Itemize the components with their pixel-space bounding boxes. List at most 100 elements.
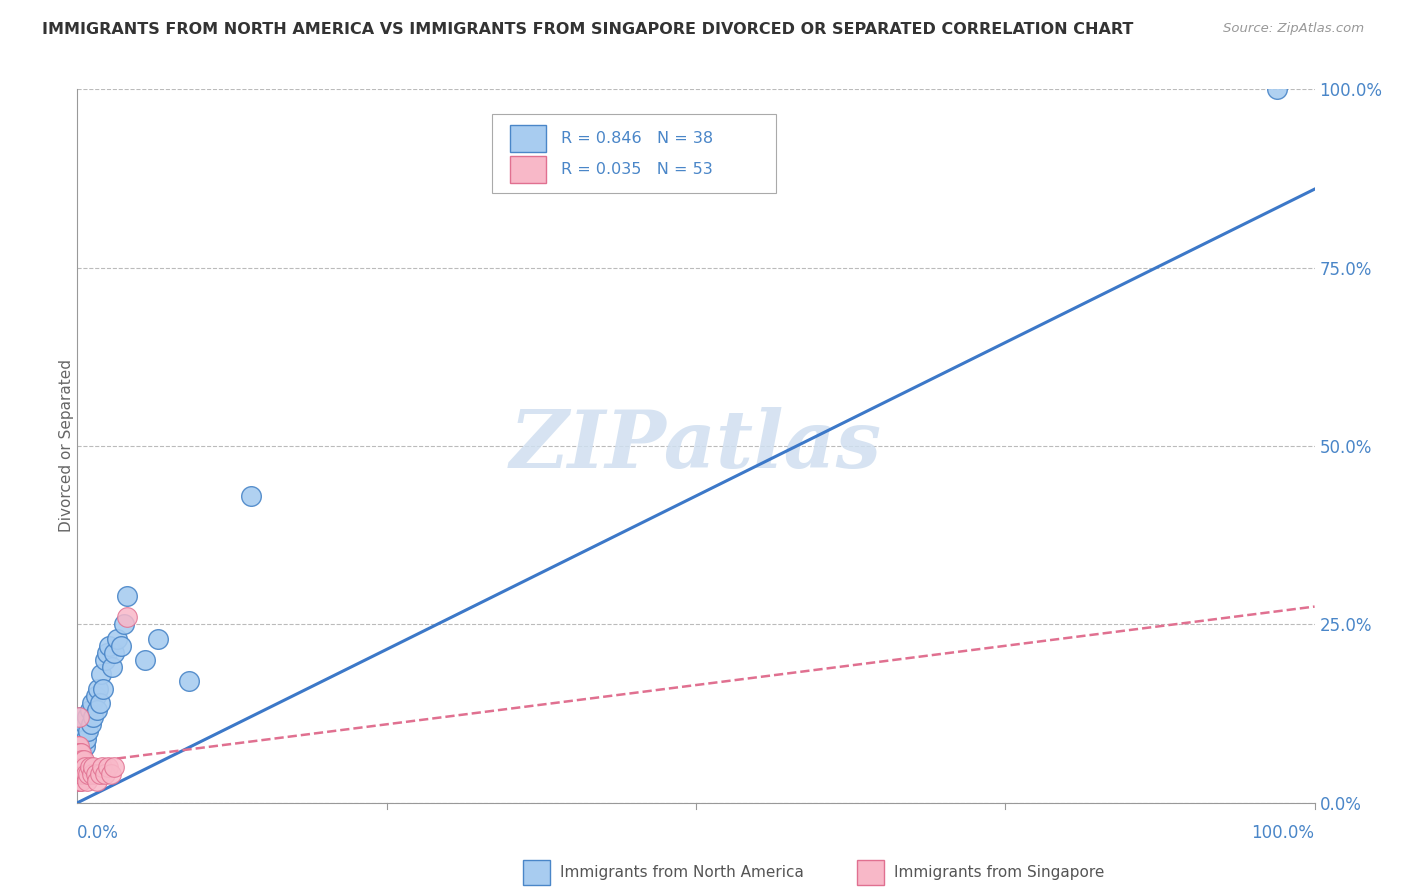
Point xyxy=(69,753,91,767)
Point xyxy=(69,767,91,781)
Point xyxy=(67,767,90,781)
Point xyxy=(115,589,138,603)
Y-axis label: Divorced or Separated: Divorced or Separated xyxy=(59,359,73,533)
Point xyxy=(70,760,93,774)
Point xyxy=(72,724,94,739)
Point xyxy=(72,767,94,781)
Point xyxy=(70,760,93,774)
Point xyxy=(70,746,93,760)
Point xyxy=(70,774,93,789)
Text: Immigrants from Singapore: Immigrants from Singapore xyxy=(894,865,1104,880)
Point xyxy=(89,696,111,710)
Point xyxy=(98,639,121,653)
FancyBboxPatch shape xyxy=(523,860,550,885)
Point xyxy=(69,774,91,789)
Text: Immigrants from North America: Immigrants from North America xyxy=(560,865,804,880)
Point xyxy=(66,767,89,781)
Point xyxy=(96,646,118,660)
Point xyxy=(69,760,91,774)
Point xyxy=(146,632,169,646)
Point xyxy=(72,767,94,781)
Point xyxy=(76,710,98,724)
Point xyxy=(67,760,90,774)
Point xyxy=(67,767,90,781)
Point xyxy=(67,710,90,724)
Point xyxy=(67,746,90,760)
Point xyxy=(69,753,91,767)
Point xyxy=(69,767,91,781)
Point xyxy=(91,760,114,774)
Point xyxy=(75,767,97,781)
Point xyxy=(91,681,114,696)
Point xyxy=(66,753,89,767)
Text: R = 0.035   N = 53: R = 0.035 N = 53 xyxy=(561,162,713,178)
Point xyxy=(77,767,100,781)
Point xyxy=(90,667,112,681)
Point xyxy=(70,739,93,753)
Point xyxy=(67,753,90,767)
Point xyxy=(1267,82,1289,96)
Point xyxy=(73,739,96,753)
Point xyxy=(82,767,104,781)
Point xyxy=(67,746,90,760)
Point xyxy=(82,760,104,774)
Point xyxy=(115,610,138,624)
Point xyxy=(177,674,200,689)
Point xyxy=(67,774,90,789)
Point xyxy=(84,767,107,781)
Point xyxy=(66,760,89,774)
Point xyxy=(67,767,90,781)
Point xyxy=(66,767,89,781)
Text: 0.0%: 0.0% xyxy=(77,824,120,842)
Point xyxy=(87,681,110,696)
Point xyxy=(73,760,96,774)
FancyBboxPatch shape xyxy=(510,125,546,152)
Point xyxy=(86,703,108,717)
Point xyxy=(69,731,91,746)
Text: R = 0.846   N = 38: R = 0.846 N = 38 xyxy=(561,131,713,146)
FancyBboxPatch shape xyxy=(510,156,546,184)
Point xyxy=(89,767,111,781)
Point xyxy=(100,767,122,781)
Point xyxy=(97,760,120,774)
Point xyxy=(70,767,93,781)
Point xyxy=(67,774,90,789)
Point xyxy=(72,753,94,767)
Point xyxy=(110,639,132,653)
Text: ZIPatlas: ZIPatlas xyxy=(510,408,882,484)
Point xyxy=(73,717,96,731)
Point xyxy=(70,760,93,774)
Point xyxy=(84,689,107,703)
Point xyxy=(79,703,101,717)
Point xyxy=(67,760,90,774)
Point xyxy=(105,632,128,646)
Point xyxy=(82,710,104,724)
Point xyxy=(103,760,125,774)
Point xyxy=(69,760,91,774)
Point xyxy=(69,746,91,760)
Point xyxy=(73,767,96,781)
Point xyxy=(76,774,98,789)
Point xyxy=(103,646,125,660)
Point xyxy=(112,617,135,632)
Text: IMMIGRANTS FROM NORTH AMERICA VS IMMIGRANTS FROM SINGAPORE DIVORCED OR SEPARATED: IMMIGRANTS FROM NORTH AMERICA VS IMMIGRA… xyxy=(42,22,1133,37)
Point xyxy=(72,753,94,767)
Point xyxy=(72,760,94,774)
Point xyxy=(77,724,100,739)
Text: Source: ZipAtlas.com: Source: ZipAtlas.com xyxy=(1223,22,1364,36)
Point xyxy=(80,717,103,731)
FancyBboxPatch shape xyxy=(856,860,884,885)
Point xyxy=(79,760,101,774)
Point xyxy=(86,774,108,789)
Point xyxy=(75,731,97,746)
Point xyxy=(66,739,89,753)
Point xyxy=(67,753,90,767)
Point xyxy=(66,746,89,760)
Point xyxy=(67,739,90,753)
FancyBboxPatch shape xyxy=(492,114,776,193)
Point xyxy=(82,696,104,710)
Point xyxy=(239,489,262,503)
Point xyxy=(93,767,115,781)
Point xyxy=(67,753,90,767)
Point xyxy=(67,760,90,774)
